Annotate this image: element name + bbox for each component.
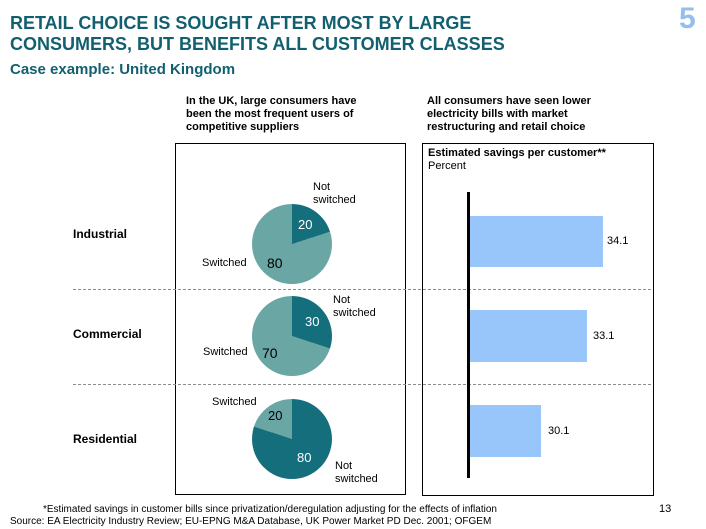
slide-title-line-1: RETAIL CHOICE IS SOUGHT AFTER MOST BY LA…	[10, 13, 472, 33]
bar-chart-unit-label: Percent	[428, 160, 466, 172]
row-label-industrial: Industrial	[73, 227, 128, 241]
row-label-commercial: Commercial	[73, 327, 142, 341]
row-divider-commercial-residential	[73, 384, 651, 385]
bar-industrial	[470, 216, 603, 267]
pie-panel-heading: In the UK, large consumers have been the…	[186, 95, 357, 133]
pie-value-industrial-switched: 80	[267, 255, 283, 271]
pie-value-industrial-not-switched: 20	[298, 217, 313, 232]
bar-value-residential: 30.1	[548, 425, 570, 437]
pie-value-residential-switched: 20	[268, 408, 283, 423]
pie-label-industrial-switched: Switched	[202, 257, 247, 269]
pie-chart-residential	[252, 399, 332, 479]
bar-value-commercial: 33.1	[593, 330, 615, 342]
bar-residential	[470, 405, 541, 457]
bar-value-industrial: 34.1	[607, 235, 629, 247]
pie-value-commercial-not-switched: 30	[305, 314, 320, 329]
slide-number-top: 5	[679, 2, 696, 35]
row-label-residential: Residential	[73, 432, 138, 446]
row-divider-industrial-commercial	[73, 289, 651, 290]
slide-subtitle: Case example: United Kingdom	[10, 61, 236, 78]
pie-value-commercial-switched: 70	[262, 345, 278, 361]
pie-label-residential-not-switched: Not switched	[335, 460, 378, 485]
pie-value-residential-not-switched: 80	[297, 450, 312, 465]
pie-chart-commercial	[252, 296, 332, 376]
pie-chart-industrial	[252, 204, 332, 284]
pie-label-industrial-not-switched: Not switched	[313, 181, 356, 206]
slide-title: RETAIL CHOICE IS SOUGHT AFTER MOST BY LA…	[10, 13, 505, 55]
slide-number-bottom: 13	[659, 503, 672, 515]
pie-label-residential-switched: Switched	[212, 396, 257, 408]
pie-chart-box	[175, 143, 406, 495]
bar-chart-title: Estimated savings per customer**	[428, 147, 606, 159]
bar-panel-heading: All consumers have seen lower electricit…	[427, 95, 591, 133]
bar-chart-axis	[467, 192, 470, 478]
pie-label-commercial-switched: Switched	[203, 346, 248, 358]
source-line: Source: EA Electricity Industry Review; …	[10, 516, 492, 527]
footnote: *Estimated savings in customer bills sin…	[43, 504, 497, 515]
bar-commercial	[470, 310, 587, 362]
slide-title-line-2: CONSUMERS, BUT BENEFITS ALL CUSTOMER CLA…	[10, 34, 505, 54]
pie-label-commercial-not-switched: Not switched	[333, 294, 376, 319]
bar-chart-box	[422, 143, 654, 496]
